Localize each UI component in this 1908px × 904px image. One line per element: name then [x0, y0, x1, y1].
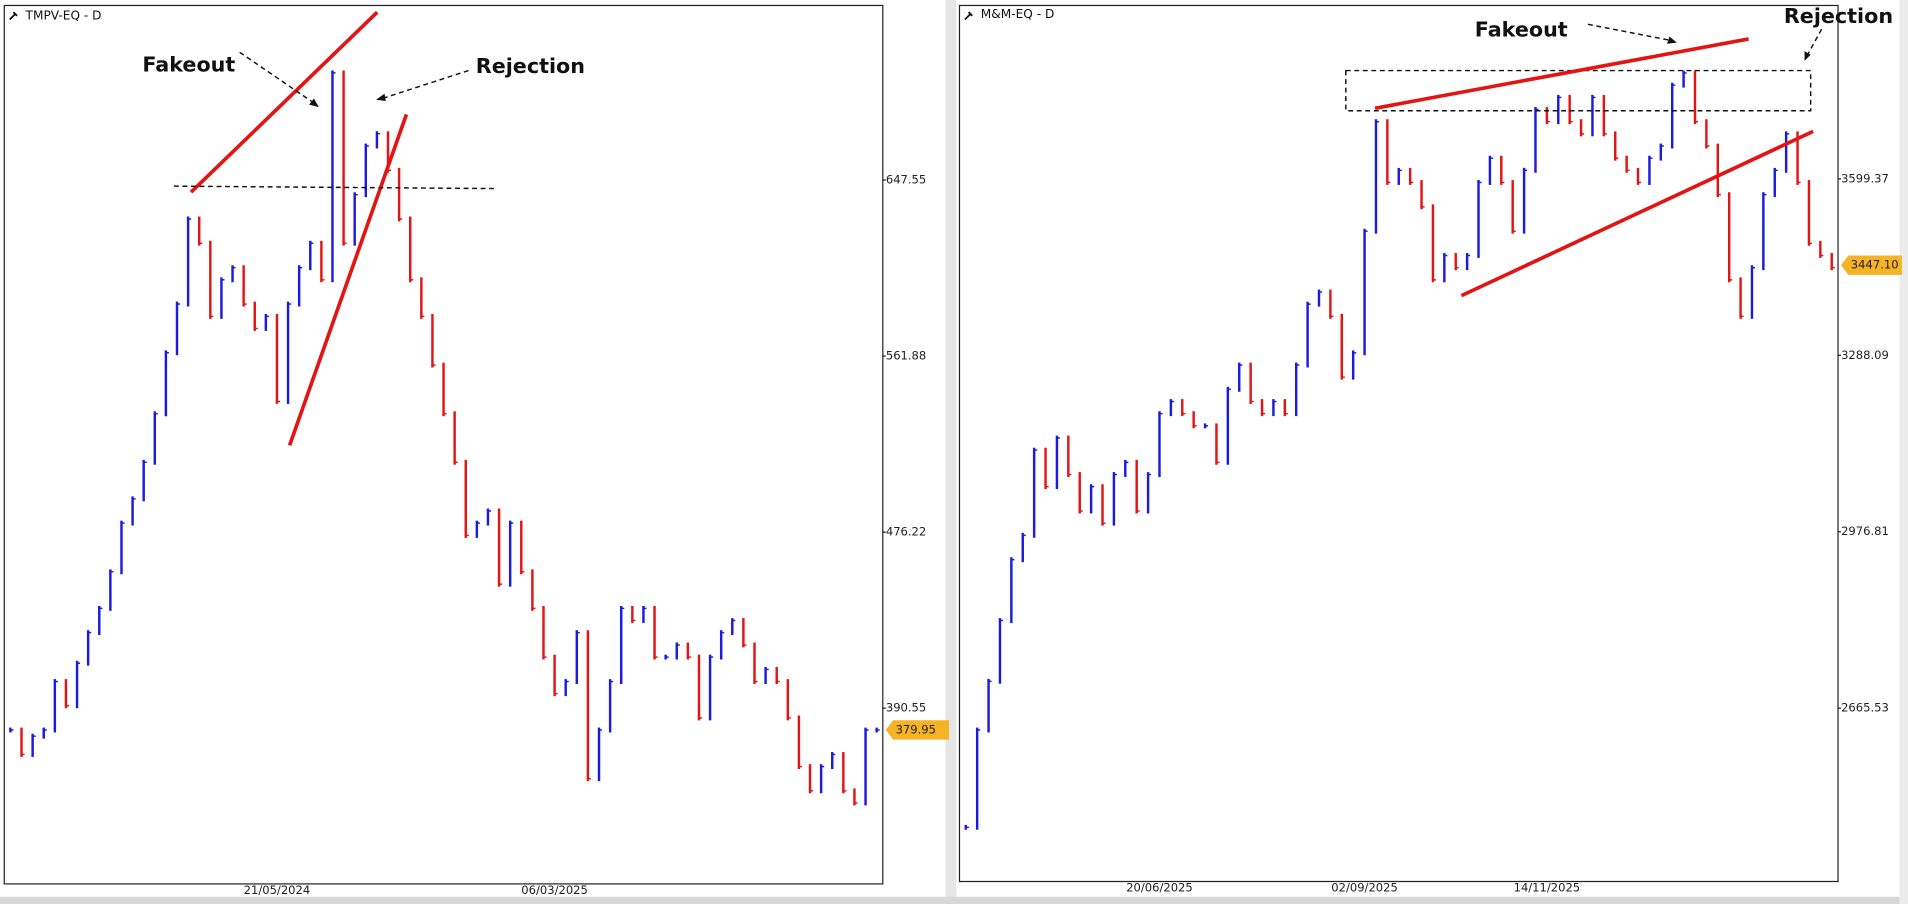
- last-price-tag: [885, 720, 950, 740]
- arrow: [1587, 23, 1670, 41]
- y-tick-label: 390.55: [886, 701, 926, 715]
- wrench-icon: [9, 11, 18, 21]
- y-tick-label: 561.88: [886, 349, 926, 363]
- y-tick-label: 476.22: [886, 525, 926, 539]
- trendline: [189, 10, 379, 194]
- splitter: [945, 0, 957, 904]
- arrow: [239, 51, 317, 106]
- y-tick-label: 2976.81: [1841, 524, 1889, 538]
- annotation: Fakeout: [142, 53, 235, 77]
- right-bar: [1899, 0, 1908, 904]
- x-tick-label: 14/11/2025: [1514, 881, 1581, 895]
- y-tick-label: 647.55: [886, 173, 926, 187]
- y-tick-label: 3288.09: [1841, 348, 1889, 362]
- arrowhead: [1667, 36, 1677, 44]
- wrench-icon: [964, 11, 973, 21]
- plot-frame: [3, 4, 884, 885]
- arrowhead: [376, 93, 386, 101]
- arrowhead: [1804, 51, 1811, 61]
- x-tick-label: 21/05/2024: [244, 883, 311, 897]
- arrow: [381, 69, 469, 100]
- trendline: [1460, 129, 1814, 298]
- plot-frame: [958, 4, 1839, 883]
- arrowhead: [309, 98, 319, 108]
- y-tick-label: 2665.53: [1841, 701, 1889, 715]
- trendline: [1374, 37, 1749, 111]
- trendline: [287, 113, 409, 446]
- last-price-tag: [1841, 255, 1902, 275]
- x-tick-label: 06/03/2025: [521, 883, 588, 897]
- chart-title: TMPV-EQ - D: [25, 8, 102, 22]
- level-line: [174, 185, 496, 190]
- chart-title: M&M-EQ - D: [981, 7, 1055, 21]
- bottom-bar: [0, 896, 1908, 904]
- last-price-label: 379.95: [896, 722, 936, 736]
- y-tick-label: 3599.37: [1841, 171, 1889, 185]
- last-price-label: 3447.10: [1851, 258, 1899, 272]
- x-tick-label: 20/06/2025: [1126, 881, 1193, 895]
- annotation: Rejection: [1784, 4, 1893, 28]
- arrow: [1807, 28, 1823, 54]
- x-tick-label: 02/09/2025: [1331, 881, 1398, 895]
- annotation: Rejection: [476, 54, 585, 78]
- annotation: Fakeout: [1475, 17, 1568, 41]
